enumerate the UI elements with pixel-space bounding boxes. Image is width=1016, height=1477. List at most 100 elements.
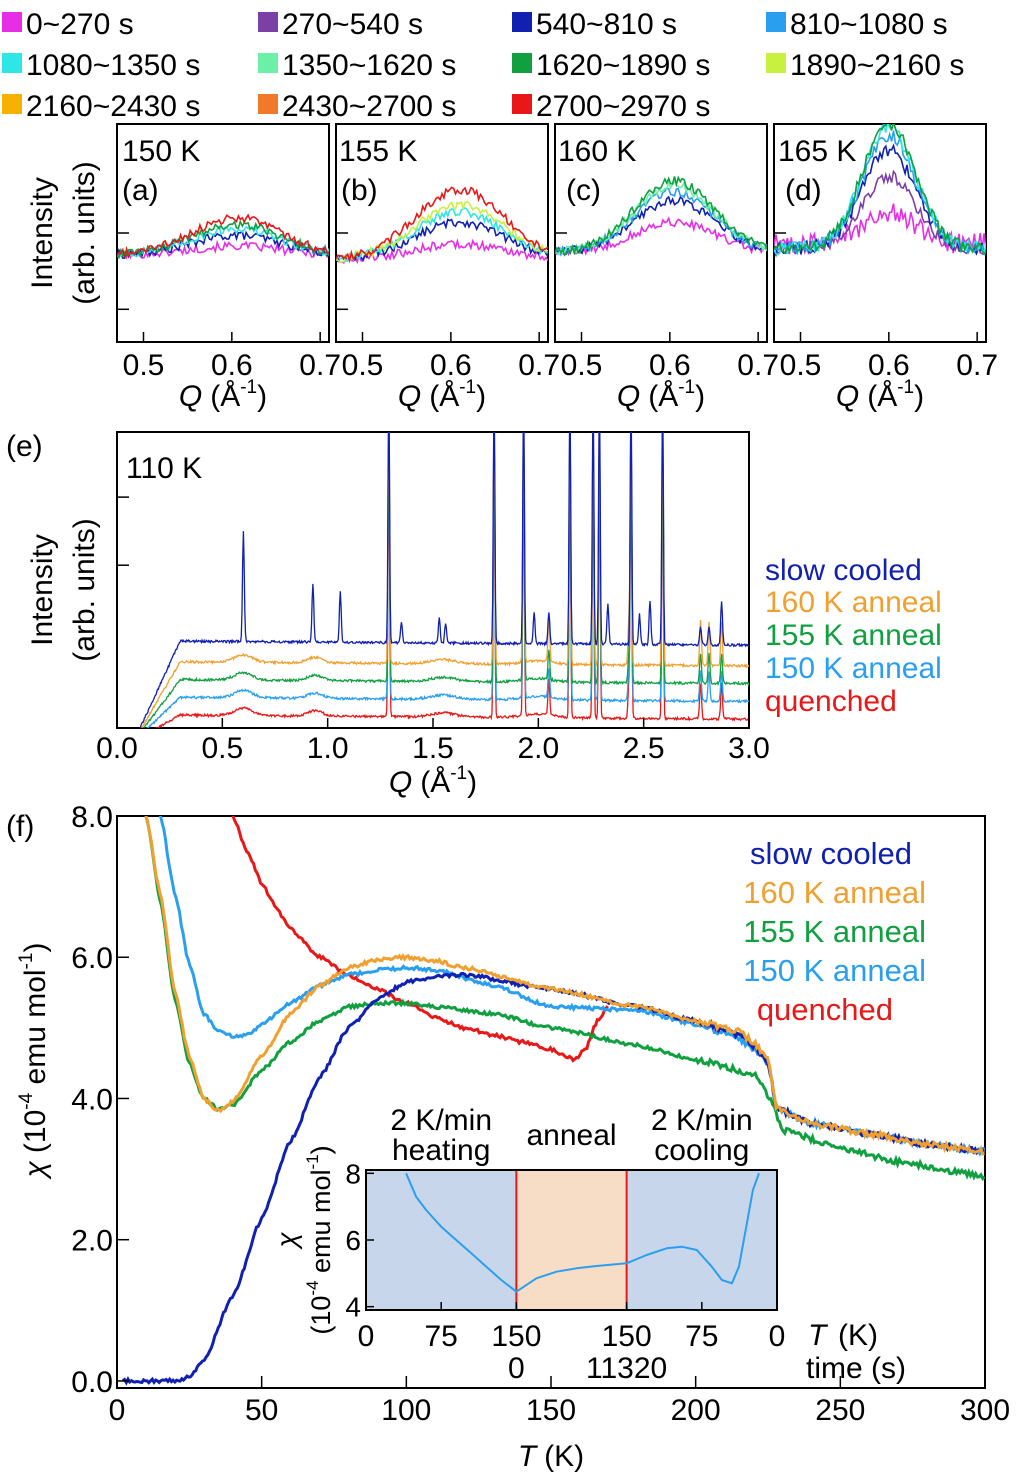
panel-c-temperature: 160 K [558, 135, 636, 168]
panel-e-line-quenched [155, 448, 749, 728]
inset-time-label-0: 0 [508, 1352, 525, 1385]
panel-e-label: (e) [6, 430, 43, 463]
legend-label-270-540-s: 270~540 s [282, 8, 423, 41]
legend-swatch-2430-2700-s [258, 94, 278, 114]
panel-c-xlabel-q: Q [617, 380, 640, 413]
panel-d-line-1620-1890-s [774, 124, 986, 255]
panel-f-ylabel-close: ) [19, 943, 52, 953]
inset-segment-top-2: 2 K/min [651, 1104, 753, 1137]
legend-label-810-1080-s: 810~1080 s [790, 8, 948, 41]
legend-label-2430-2700-s: 2430~2700 s [282, 90, 456, 123]
legend-swatch-2160-2430-s [2, 94, 22, 114]
panel-f-ytick-label: 2.0 [71, 1225, 113, 1258]
inset-ytick-label: 4 [345, 1292, 361, 1323]
panel-a-line-2700-2970-s [117, 213, 329, 258]
inset-ylabel-unit: (10 [306, 1296, 336, 1335]
panel-a-xlabel-close: ) [257, 380, 267, 413]
inset-segment-bottom-2: cooling [654, 1134, 749, 1167]
panel-e-xticks: 0.0 0.5 1.0 1.5 2.0 2.5 3.0 [96, 718, 770, 765]
panel-a-xticks: 0.5 0.6 0.7 [123, 332, 341, 382]
inset-ylabel-sym: χ [271, 1232, 302, 1251]
panel-f-xtick-label: 150 [526, 1394, 576, 1427]
legend-label-1890-2160-s: 1890~2160 s [790, 49, 964, 82]
panel-a-label: (a) [122, 174, 159, 207]
legend-swatch-810-1080-s [766, 12, 786, 32]
panel-f-series [121, 816, 985, 1386]
legend-swatch-540-810-s [512, 12, 532, 32]
inset-time-unit: time (s) [806, 1352, 906, 1385]
panel-b-xlabel-exp: -1 [459, 377, 476, 398]
legend-label-0-270-s: 0~270 s [26, 8, 134, 41]
panel-f-series-labels: slow cooled 160 K anneal 155 K anneal 150 K… [743, 836, 926, 1027]
panel-a-xtick-label: 0.7 [299, 349, 341, 382]
panel-e-series-label-150-k-anneal: 150 K anneal [765, 652, 942, 685]
panel-d-xtick-label: 0.6 [868, 349, 910, 382]
legend-swatch-1620-1890-s [512, 53, 532, 73]
inset-segment-top-1: anneal [526, 1119, 616, 1152]
panel-a-xtick-label: 0.5 [123, 349, 165, 382]
panel-e-xtick-label: 1.0 [307, 732, 349, 765]
panel-f-line-quenched [231, 816, 609, 1063]
inset-ylabel-rest: emu mol [306, 1169, 336, 1280]
panel-d-line-810-1080-s [774, 130, 986, 256]
inset-segment-0 [366, 1170, 517, 1310]
panel-f-xtick-label: 300 [960, 1394, 1010, 1427]
panel-d-xticks: 0.5 0.6 0.7 [780, 332, 998, 382]
inset-time-label-1: 11320 [586, 1352, 667, 1385]
panel-f-yticks: 0.0 2.0 4.0 6.0 8.0 [71, 801, 129, 1399]
panel-f-ylabel: χ (10-4 emu mol-1) [16, 943, 52, 1181]
panel-d-xlabel-close: ) [914, 380, 924, 413]
panel-a-xlabel-exp: -1 [240, 377, 257, 398]
panel-b-xlabel-close: ) [476, 380, 486, 413]
panel-b-xlabel-q: Q [398, 380, 421, 413]
inset-xunit-k: (K) [838, 1319, 878, 1352]
panel-e-xtick-label: 2.5 [623, 732, 665, 765]
panel-a-ylabel-2: (arb. units) [68, 161, 101, 304]
panel-a-xtick-label: 0.6 [211, 349, 253, 382]
panel-e-xtick-label: 2.0 [517, 732, 559, 765]
inset-line [405, 1172, 760, 1293]
panel-e-line-155-k-anneal [142, 432, 749, 728]
panel-e-ylabel-2: (arb. units) [68, 518, 101, 661]
panel-e-xlabel: Q (Å-1) [389, 763, 477, 799]
inset-xunit-t: T [808, 1319, 829, 1352]
panel-a-line-0-270-s [117, 239, 329, 260]
panel-b-line-0-270-s [336, 238, 548, 265]
panel-f-xlabel: T (K) [518, 1440, 584, 1473]
inset-segment-bottom-0: heating [392, 1134, 490, 1167]
legend-label-1350-1620-s: 1350~1620 s [282, 49, 456, 82]
inset-xtick-label: 75 [685, 1320, 718, 1353]
panel-d-xlabel: Q (Å-1) [836, 377, 924, 413]
panel-c-xlabel: Q (Å-1) [617, 377, 705, 413]
panel-c-xtick-label: 0.5 [561, 349, 603, 382]
panel-d-xtick-label: 0.5 [780, 349, 822, 382]
panel-b-xlabel: Q (Å-1) [398, 377, 486, 413]
panel-e-xtick-label: 1.5 [412, 732, 454, 765]
panel-f-ylabel-exp: -4 [16, 1092, 37, 1109]
inset-segment-top-0: 2 K/min [390, 1104, 492, 1137]
panel-f: (f) 0 50 100 150 200 250 300 0.0 2.0 4.0 6.0 8.0 T… [6, 801, 1010, 1473]
inset-yticks: 4 6 8 [345, 1158, 374, 1323]
panel-e-xlabel-close: ) [467, 766, 477, 799]
panel-a-ylabel: Intensity [26, 177, 59, 289]
panel-b: 155 K (b) 0.5 0.6 0.7 Q (Å-1) [335, 123, 560, 413]
panel-f-line-155-k-anneal [144, 816, 985, 1182]
panel-f-xtick-label: 250 [815, 1394, 865, 1427]
panel-e-xlabel-q: Q [389, 766, 412, 799]
panel-a-xlabel-unit: (Å [210, 380, 240, 413]
legend: 0~270 s 270~540 s 540~810 s 810~1080 s 1080~… [2, 8, 964, 123]
inset-segment-1 [516, 1170, 627, 1310]
panel-f-ylabel-unit: (10 [19, 1110, 52, 1153]
inset-time-labels: 0 11320 [508, 1352, 667, 1385]
panel-f-series-label-quenched: quenched [757, 992, 893, 1027]
legend-swatch-270-540-s [258, 12, 278, 32]
panel-b-xtick-label: 0.5 [342, 349, 384, 382]
panel-f-ytick-label: 6.0 [71, 942, 113, 975]
inset-ylabel-exp2: -1 [303, 1154, 322, 1169]
panel-c-xtick-label: 0.7 [737, 349, 779, 382]
inset-ytick-label: 8 [345, 1158, 361, 1189]
panel-d-temperature: 165 K [778, 135, 856, 168]
